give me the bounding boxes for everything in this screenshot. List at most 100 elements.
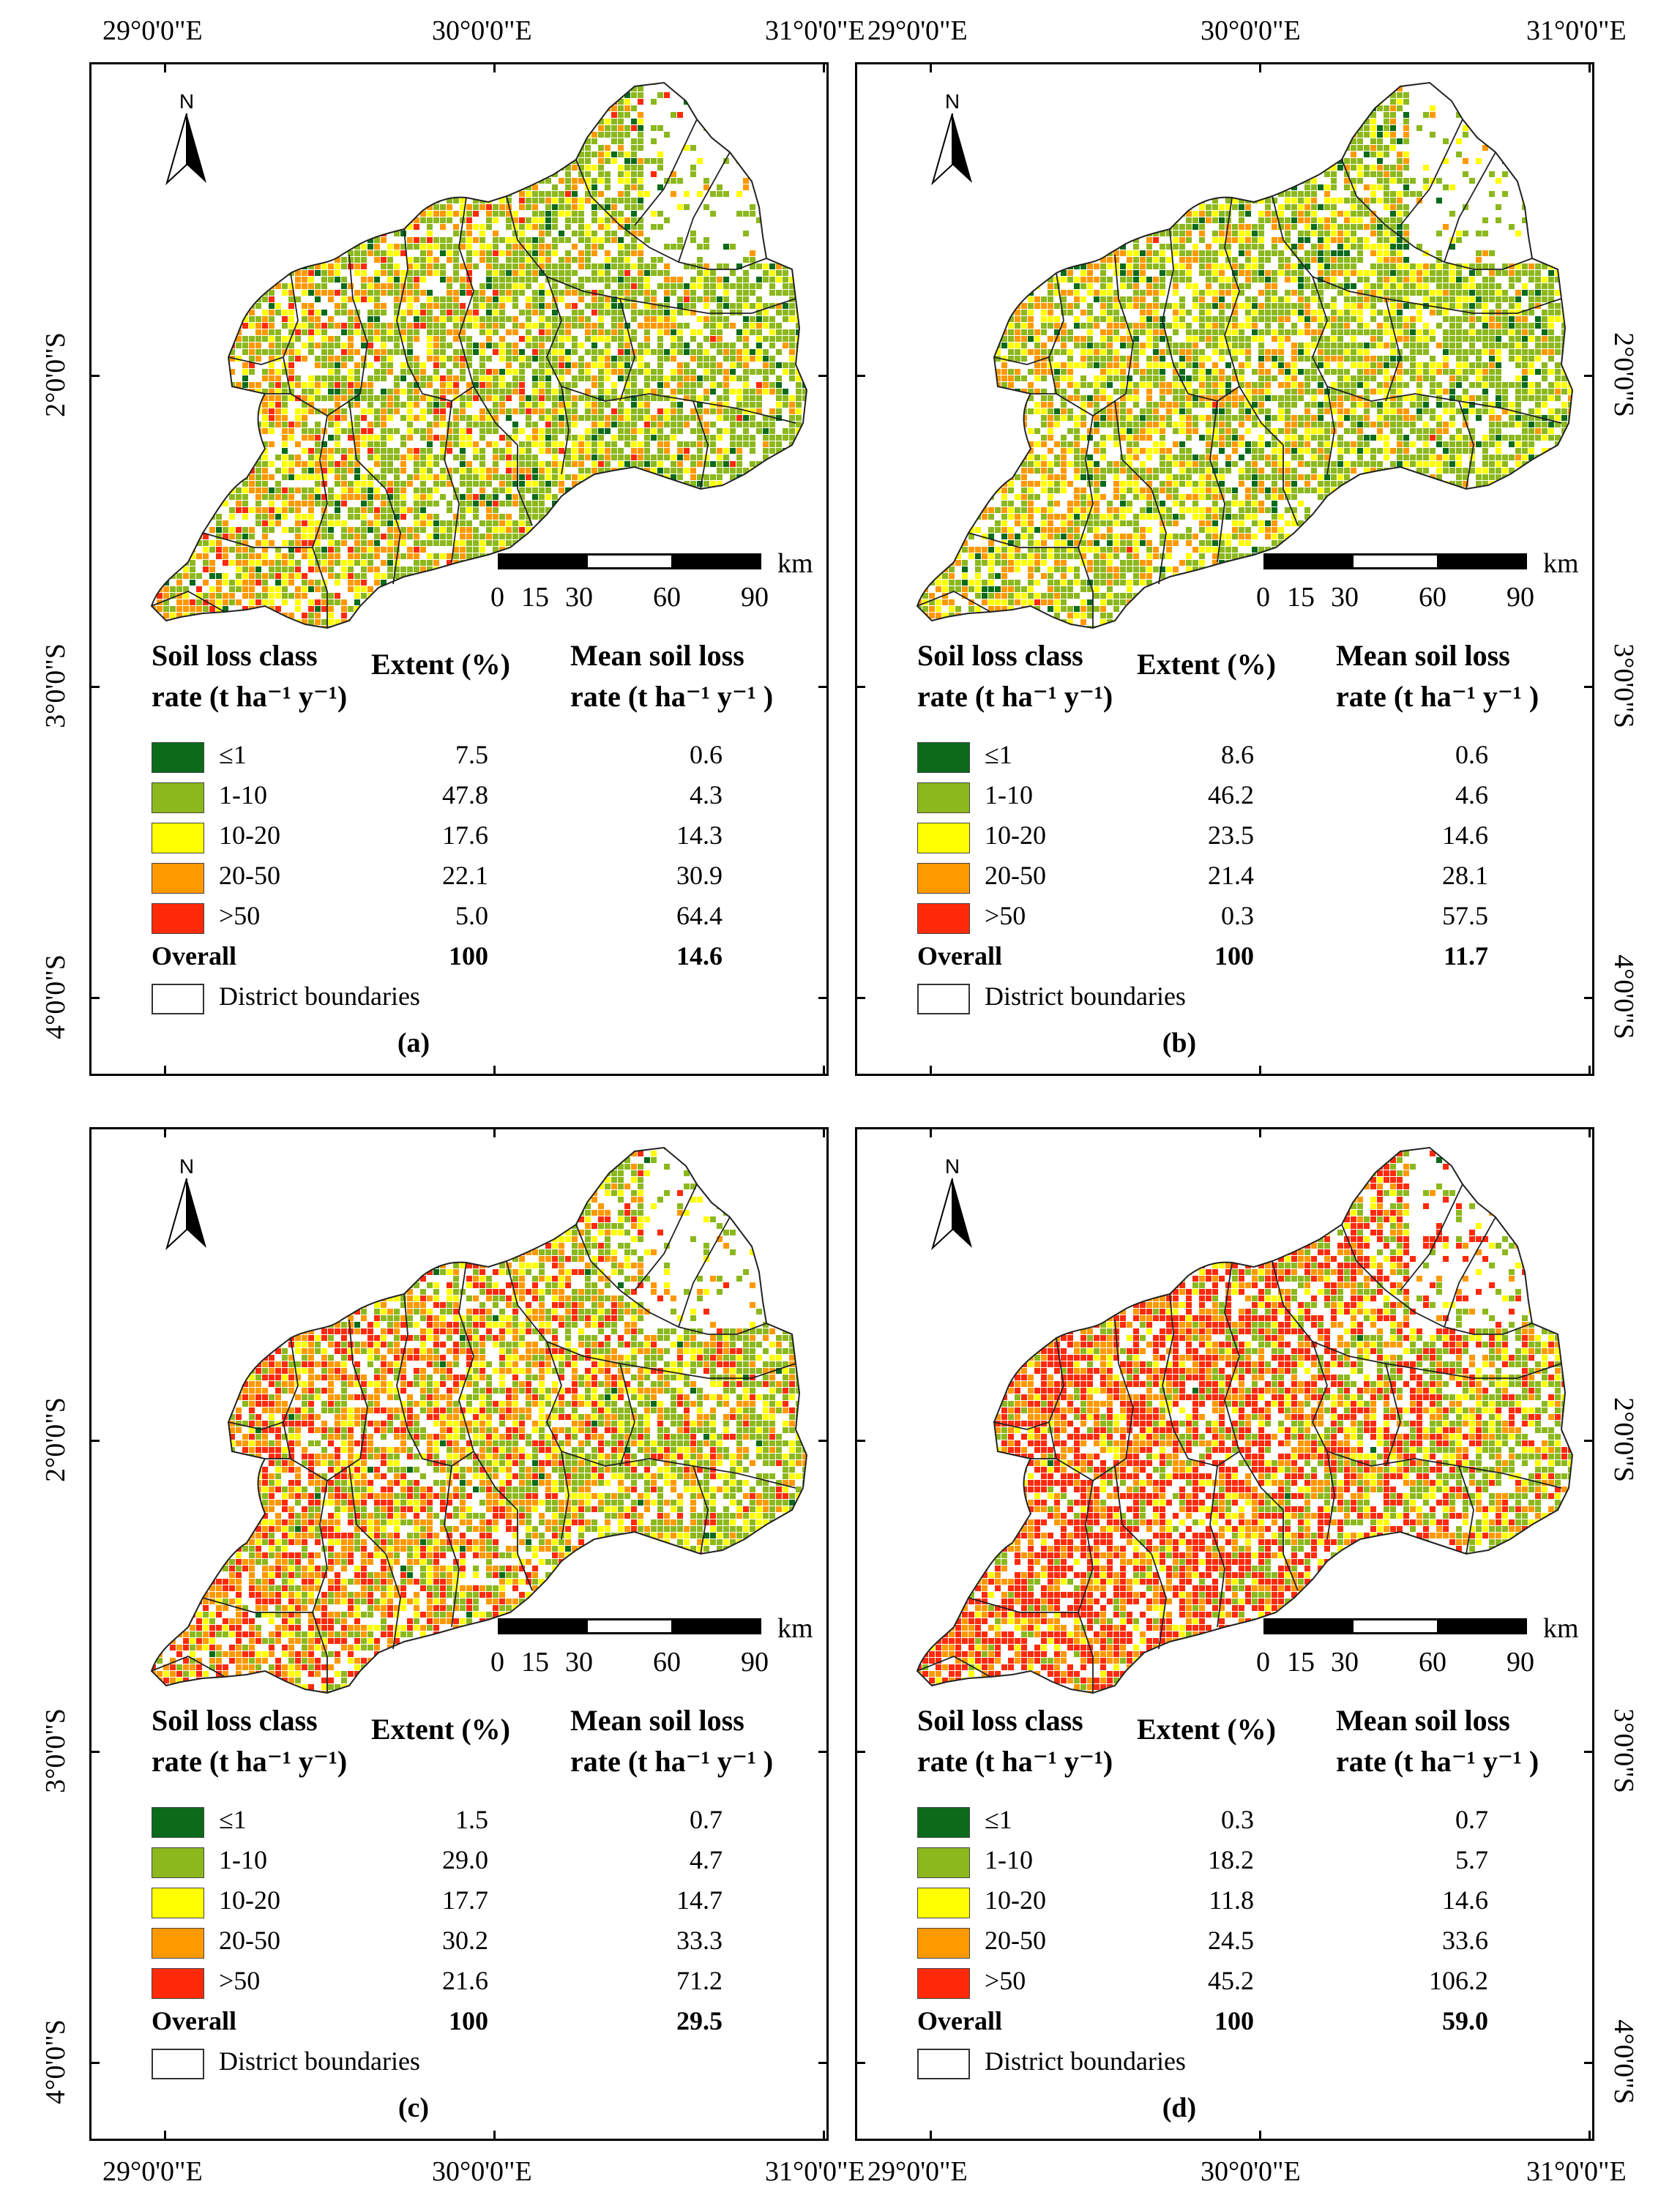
lat-tick: [855, 1751, 865, 1753]
legend-class-label: 20-50: [985, 1925, 1046, 1956]
legend-swatch: [917, 1807, 970, 1838]
legend-mean-value: 0.7: [1342, 1804, 1488, 1835]
legend-row: ≤1 8.6 0.6: [917, 738, 1620, 777]
legend-row: 10-20 17.6 14.3: [152, 818, 854, 858]
legend-header-mean-unit: rate (t ha⁻¹ y⁻¹ ): [570, 1741, 773, 1782]
lon-tick: [823, 1066, 825, 1076]
lat-tick: [89, 2062, 100, 2064]
scale-segment: [1263, 553, 1351, 569]
legend-swatch: [152, 903, 204, 934]
legend-extent-value: 21.4: [1108, 860, 1254, 891]
legend-mean-value: 0.7: [576, 1804, 723, 1835]
legend-mean-value: 4.3: [576, 779, 723, 810]
lon-tick: [164, 2131, 166, 2141]
scale-segment: [673, 553, 761, 569]
scale-tick-label: 30: [565, 1646, 593, 1678]
legend-row: 20-50 24.5 33.6: [917, 1923, 1620, 1963]
lat-tick: [855, 1440, 865, 1442]
district-boundary: [1385, 1363, 1401, 1467]
lon-label-top-31-right: 31°0'0"E: [1526, 15, 1627, 47]
legend-header-class: Soil loss class: [917, 1700, 1083, 1741]
legend-row: ≤1 0.3 0.7: [917, 1803, 1620, 1842]
legend-swatch: [917, 903, 970, 934]
district-boundary: [916, 1656, 991, 1678]
district-boundary: [1151, 488, 1167, 585]
legend-row: >50 45.2 106.2: [917, 1964, 1620, 2003]
legend-overall-extent: 100: [342, 2005, 488, 2036]
legend-boundary-label: District boundaries: [219, 981, 420, 1012]
lon-tick: [930, 62, 932, 72]
legend-mean-value: 4.6: [1342, 779, 1488, 810]
panel-label: (a): [377, 1027, 450, 1059]
legend-overall-extent: 100: [1108, 941, 1254, 971]
district-boundary: [1209, 400, 1225, 563]
legend-boundary-row: District boundaries: [152, 2044, 854, 2084]
district-boundary: [506, 195, 562, 387]
map-panel-b: N 0 15 30 60 90 km Soil loss class rate (t ha⁻¹ …: [855, 62, 1594, 1076]
lon-tick: [493, 1127, 496, 1137]
scale-bar: 0 15 30 60 90 km: [490, 1613, 813, 1691]
legend-row: >50 5.0 64.4: [152, 899, 854, 938]
scale-tick-label: 30: [1331, 581, 1359, 613]
lat-tick: [1584, 375, 1594, 377]
district-boundary: [1209, 1465, 1225, 1628]
soil-loss-map: [150, 81, 808, 629]
legend-header-extent: Extent (%): [1137, 1709, 1276, 1750]
scale-segment: [1351, 1618, 1439, 1634]
legend-class-label: ≤1: [985, 1804, 1012, 1835]
scale-segment: [1351, 553, 1439, 569]
lat-tick: [818, 375, 829, 377]
legend-mean-value: 64.4: [576, 900, 723, 931]
legend-swatch: [917, 1968, 970, 1999]
legend-extent-value: 23.5: [1108, 820, 1254, 850]
north-letter: N: [927, 90, 978, 113]
panel-label: (c): [377, 2092, 450, 2124]
legend-overall-row: Overall 100 59.0: [917, 2004, 1620, 2044]
district-boundary: [1272, 1260, 1328, 1452]
lon-label-bottom-31-right: 31°0'0"E: [1526, 2155, 1627, 2188]
legend-class-label: 20-50: [219, 860, 280, 891]
district-boundary: [1224, 1262, 1284, 1511]
lon-label-bottom-31: 31°0'0"E: [765, 2155, 865, 2188]
legend-mean-value: 14.3: [576, 820, 723, 850]
legend-header-mean-unit: rate (t ha⁻¹ y⁻¹ ): [1336, 676, 1539, 717]
legend-header-extent: Extent (%): [371, 644, 510, 685]
lon-tick: [1259, 2131, 1261, 2141]
legend-extent-value: 45.2: [1108, 1965, 1254, 1996]
legend-boundary-row: District boundaries: [152, 979, 854, 1019]
north-arrow-icon: [165, 1178, 206, 1251]
legend-class-label: ≤1: [219, 739, 247, 770]
north-arrow-icon: [931, 1178, 972, 1251]
north-letter: N: [161, 90, 212, 113]
legend-swatch: [152, 1888, 204, 1918]
district-boundary: [458, 1262, 518, 1511]
legend-extent-value: 29.0: [342, 1844, 488, 1875]
district-boundary: [202, 1597, 313, 1613]
district-boundary: [575, 1224, 767, 1335]
legend-mean-value: 0.6: [576, 739, 723, 770]
legend-row: 10-20 23.5 14.6: [917, 818, 1620, 858]
district-boundary: [1341, 1224, 1533, 1335]
legend-row: 20-50 21.4 28.1: [917, 859, 1620, 898]
district-boundary: [1400, 119, 1463, 226]
district-boundary: [312, 1480, 328, 1693]
legend-swatch: [917, 742, 970, 773]
district-boundary: [1114, 254, 1152, 490]
legend-class-label: 10-20: [219, 820, 280, 850]
legend-class-label: >50: [219, 900, 260, 931]
district-boundary: [348, 1319, 387, 1555]
legend-overall-mean: 14.6: [576, 941, 723, 971]
lat-label-left-3-top: 3°0'0"S: [40, 643, 72, 728]
lon-tick: [1588, 62, 1591, 72]
lat-label-left-2-bottom: 2°0'0"S: [40, 1397, 72, 1482]
legend-table: Soil loss class rate (t ha⁻¹ y⁻¹) Extent (…: [152, 635, 854, 1014]
lon-tick: [1588, 1066, 1591, 1076]
legend-extent-value: 24.5: [1108, 1925, 1254, 1956]
lon-label-bottom-30: 30°0'0"E: [432, 2155, 532, 2188]
panel-label: (d): [1143, 2092, 1216, 2124]
legend-swatch: [152, 742, 204, 773]
country-outline: [150, 81, 808, 629]
north-arrow: N: [161, 90, 212, 186]
north-arrow-icon: [931, 113, 972, 186]
legend-class-label: 10-20: [219, 1885, 280, 1915]
